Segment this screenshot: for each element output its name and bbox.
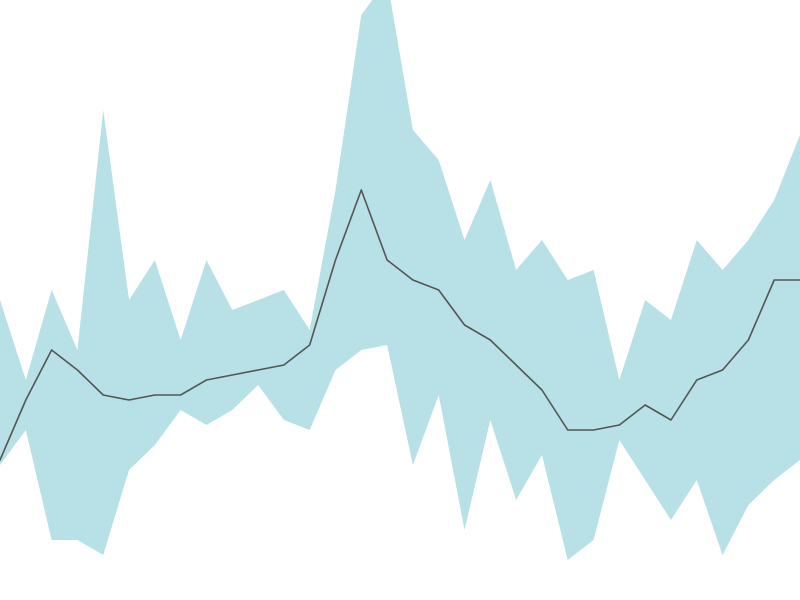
band-line-chart xyxy=(0,0,800,600)
